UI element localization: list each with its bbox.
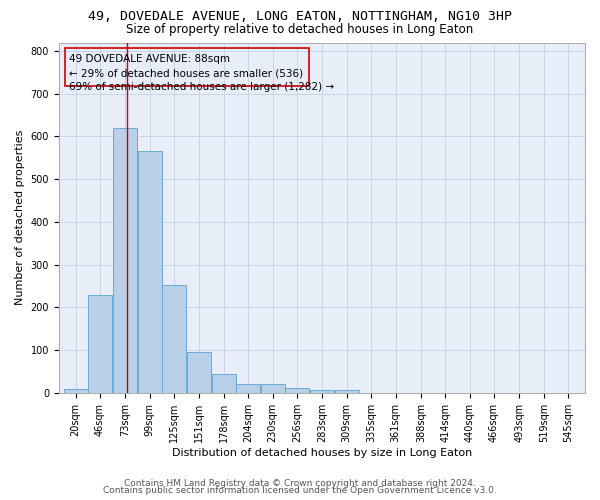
Bar bbox=[187, 352, 211, 393]
Bar bbox=[236, 384, 260, 393]
Text: Contains public sector information licensed under the Open Government Licence v3: Contains public sector information licen… bbox=[103, 486, 497, 495]
Text: ← 29% of detached houses are smaller (536): ← 29% of detached houses are smaller (53… bbox=[69, 68, 303, 78]
Text: Size of property relative to detached houses in Long Eaton: Size of property relative to detached ho… bbox=[127, 22, 473, 36]
Text: 69% of semi-detached houses are larger (1,282) →: 69% of semi-detached houses are larger (… bbox=[69, 82, 334, 92]
Y-axis label: Number of detached properties: Number of detached properties bbox=[15, 130, 25, 306]
Text: 49 DOVEDALE AVENUE: 88sqm: 49 DOVEDALE AVENUE: 88sqm bbox=[69, 54, 230, 64]
Text: 49, DOVEDALE AVENUE, LONG EATON, NOTTINGHAM, NG10 3HP: 49, DOVEDALE AVENUE, LONG EATON, NOTTING… bbox=[88, 10, 512, 23]
Text: Contains HM Land Registry data © Crown copyright and database right 2024.: Contains HM Land Registry data © Crown c… bbox=[124, 478, 476, 488]
Bar bbox=[335, 390, 359, 393]
Bar bbox=[64, 388, 88, 393]
Bar bbox=[212, 374, 236, 393]
Bar bbox=[138, 150, 162, 393]
Bar bbox=[285, 388, 309, 393]
Bar bbox=[88, 296, 112, 393]
Bar bbox=[260, 384, 284, 393]
X-axis label: Distribution of detached houses by size in Long Eaton: Distribution of detached houses by size … bbox=[172, 448, 472, 458]
Bar bbox=[162, 285, 186, 393]
Bar bbox=[113, 128, 137, 393]
Bar bbox=[310, 390, 334, 393]
